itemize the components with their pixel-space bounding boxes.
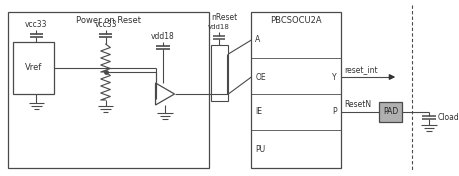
Text: vdd18: vdd18 — [151, 32, 174, 41]
Text: A: A — [255, 36, 260, 45]
Bar — [378, 102, 401, 122]
Text: Y: Y — [331, 73, 336, 81]
Bar — [251, 12, 340, 168]
Text: ResetN: ResetN — [344, 100, 371, 109]
Text: vcc33: vcc33 — [25, 20, 48, 29]
Bar — [13, 42, 54, 94]
Text: vdd18: vdd18 — [207, 24, 229, 30]
Bar — [211, 45, 228, 101]
Text: vcc33: vcc33 — [94, 20, 117, 29]
Text: Power on Reset: Power on Reset — [76, 16, 140, 25]
Text: PU: PU — [255, 146, 265, 155]
Text: OE: OE — [255, 73, 265, 81]
Text: Vref: Vref — [25, 64, 42, 73]
Text: P: P — [331, 108, 336, 117]
Text: reset_int: reset_int — [344, 65, 377, 74]
Text: nReset: nReset — [211, 13, 237, 22]
Text: PAD: PAD — [382, 108, 397, 117]
Text: PBCSOCU2A: PBCSOCU2A — [269, 16, 321, 25]
Bar — [8, 12, 209, 168]
Text: IE: IE — [255, 108, 262, 117]
Text: Cload: Cload — [437, 114, 458, 122]
